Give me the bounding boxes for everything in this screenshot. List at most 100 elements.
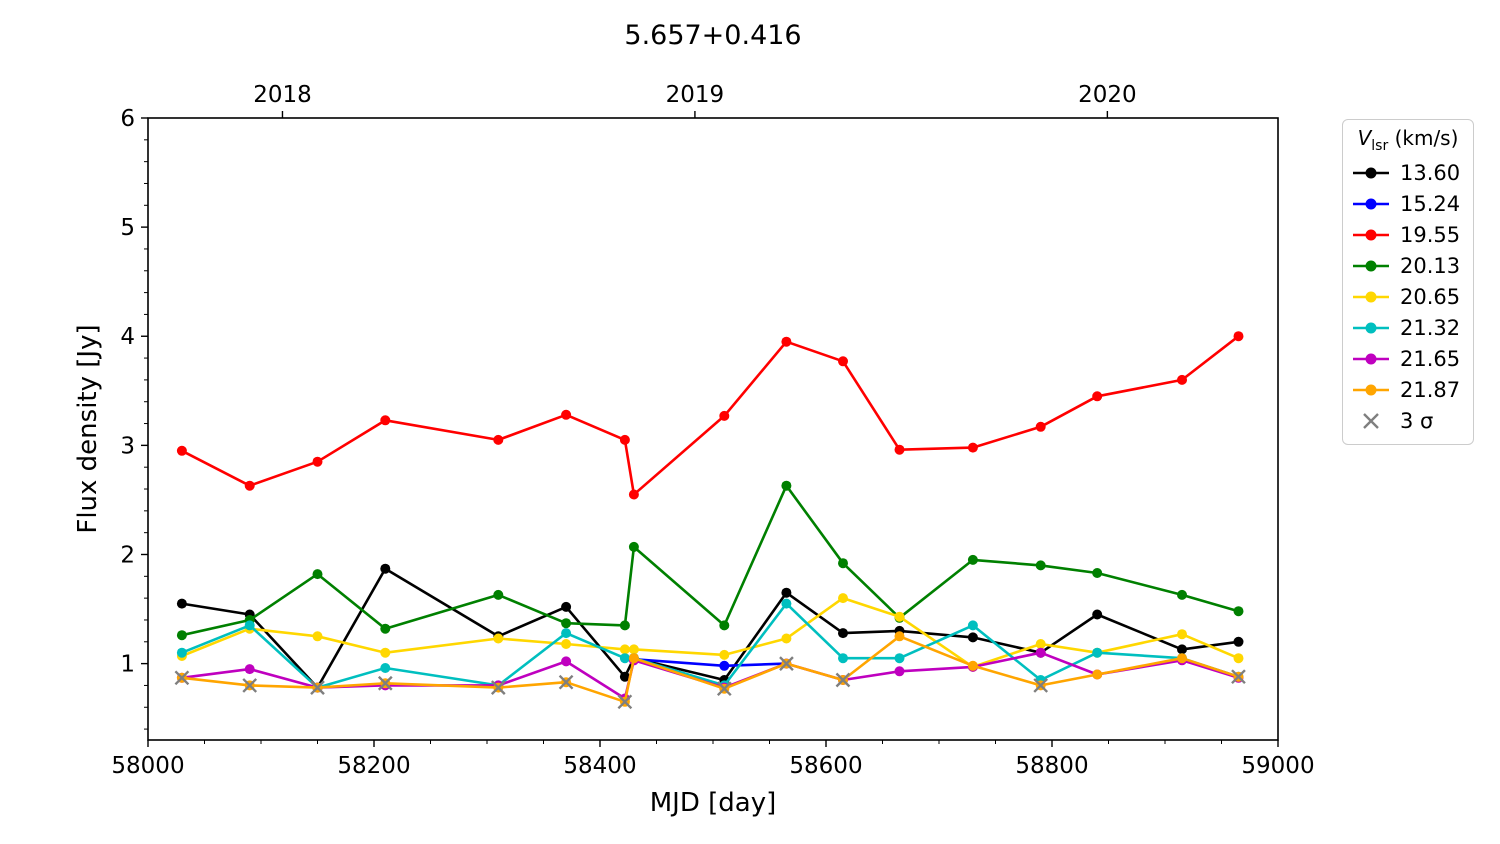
sigma-marker-icon bbox=[1363, 412, 1379, 429]
data-point bbox=[1177, 629, 1187, 640]
data-point bbox=[628, 653, 639, 664]
series-marker-icon bbox=[1353, 198, 1389, 209]
figure-title: 5.657+0.416 bbox=[624, 20, 802, 51]
legend-entry-label: 20.65 bbox=[1400, 284, 1461, 309]
data-point bbox=[781, 336, 792, 347]
data-point bbox=[561, 409, 572, 420]
data-point bbox=[561, 656, 572, 667]
sigma-x-marker bbox=[490, 680, 506, 695]
legend-entry: 21.65 bbox=[1351, 343, 1465, 374]
data-point bbox=[719, 410, 730, 421]
data-point bbox=[1177, 374, 1187, 385]
data-point bbox=[176, 647, 187, 658]
series-marker-icon bbox=[1353, 229, 1389, 240]
legend-entry: 13.60 bbox=[1351, 157, 1465, 188]
legend-title-unit: (km/s) bbox=[1388, 126, 1459, 150]
y-axis-label: Flux density [Jy] bbox=[73, 324, 103, 534]
sigma-x-marker bbox=[242, 678, 258, 693]
legend-entry-label: 20.13 bbox=[1400, 253, 1461, 278]
x-tick-label: 58000 bbox=[111, 753, 184, 779]
data-point bbox=[967, 632, 978, 643]
data-point bbox=[312, 631, 323, 642]
x-tick-label: 58600 bbox=[789, 753, 862, 779]
sigma-x-marker bbox=[1231, 669, 1246, 685]
data-point bbox=[619, 644, 630, 655]
data-point bbox=[380, 563, 391, 574]
legend-entry: 21.32 bbox=[1351, 312, 1465, 343]
series-marker-icon bbox=[1353, 384, 1389, 395]
x-tick-label: 58200 bbox=[337, 753, 410, 779]
legend-entry: 15.24 bbox=[1351, 188, 1465, 219]
data-point bbox=[1035, 639, 1046, 649]
data-point bbox=[176, 630, 187, 641]
series-marker-icon bbox=[1353, 167, 1389, 178]
sigma-x-marker bbox=[558, 674, 574, 690]
data-point bbox=[838, 356, 848, 367]
data-point bbox=[967, 660, 978, 671]
legend-entry-label: 3 σ bbox=[1400, 408, 1434, 433]
sigma-x-marker bbox=[716, 681, 732, 697]
data-point bbox=[619, 671, 630, 682]
x-tick-label: 59000 bbox=[1241, 753, 1314, 779]
data-point bbox=[838, 558, 848, 569]
y-tick-label: 5 bbox=[120, 215, 135, 241]
data-point bbox=[561, 628, 572, 639]
data-point bbox=[1233, 636, 1244, 647]
legend-entry: 3 σ bbox=[1351, 405, 1465, 436]
data-point bbox=[719, 660, 730, 671]
data-point bbox=[312, 456, 323, 467]
legend-entry-label: 13.60 bbox=[1400, 160, 1461, 185]
data-point bbox=[380, 647, 391, 658]
data-point bbox=[619, 653, 630, 664]
data-point bbox=[1233, 331, 1244, 342]
data-point bbox=[380, 663, 391, 673]
data-point bbox=[894, 666, 905, 677]
data-point bbox=[493, 589, 504, 600]
data-point bbox=[1092, 391, 1103, 402]
sigma-x-marker bbox=[779, 656, 794, 671]
y-tick-label: 3 bbox=[120, 433, 135, 459]
data-point bbox=[894, 653, 905, 664]
data-point bbox=[493, 633, 504, 644]
data-point bbox=[894, 444, 905, 455]
series-marker-icon bbox=[1353, 353, 1389, 364]
legend: Vlsr (km/s) 13.60 15.24 19.55 20.13 20.65 21.… bbox=[1342, 119, 1474, 445]
data-point bbox=[244, 620, 255, 631]
series-line bbox=[181, 596, 1240, 669]
legend-entry: 20.13 bbox=[1351, 250, 1465, 281]
legend-title-subscript: lsr bbox=[1371, 138, 1389, 154]
data-point bbox=[894, 611, 905, 622]
legend-title-symbol: V bbox=[1357, 126, 1372, 150]
year-tick-label: 2020 bbox=[1078, 82, 1137, 108]
series-line bbox=[181, 567, 1239, 689]
data-point bbox=[719, 620, 730, 631]
series-marker-icon bbox=[1353, 322, 1389, 333]
data-point bbox=[1177, 644, 1187, 655]
data-point bbox=[1092, 568, 1103, 578]
series-line bbox=[181, 484, 1239, 637]
data-point bbox=[561, 618, 572, 629]
y-tick-label: 2 bbox=[120, 542, 135, 568]
y-tick-label: 1 bbox=[120, 652, 135, 678]
data-point bbox=[628, 489, 639, 500]
data-point bbox=[1035, 647, 1046, 658]
data-point bbox=[619, 620, 630, 631]
data-point bbox=[1233, 606, 1244, 617]
x-tick-label: 58800 bbox=[1015, 753, 1088, 779]
data-point bbox=[244, 664, 255, 675]
sigma-x-marker bbox=[377, 675, 393, 691]
data-point bbox=[1177, 589, 1187, 600]
data-point bbox=[244, 480, 255, 491]
data-point bbox=[312, 569, 323, 580]
data-point bbox=[176, 598, 187, 609]
data-point bbox=[1177, 653, 1187, 664]
y-tick-label: 4 bbox=[120, 324, 135, 350]
data-point bbox=[1092, 669, 1103, 680]
data-point bbox=[628, 644, 639, 655]
year-tick-label: 2019 bbox=[666, 82, 725, 108]
data-point bbox=[1092, 647, 1103, 658]
data-point bbox=[176, 445, 187, 456]
data-point bbox=[838, 653, 848, 664]
